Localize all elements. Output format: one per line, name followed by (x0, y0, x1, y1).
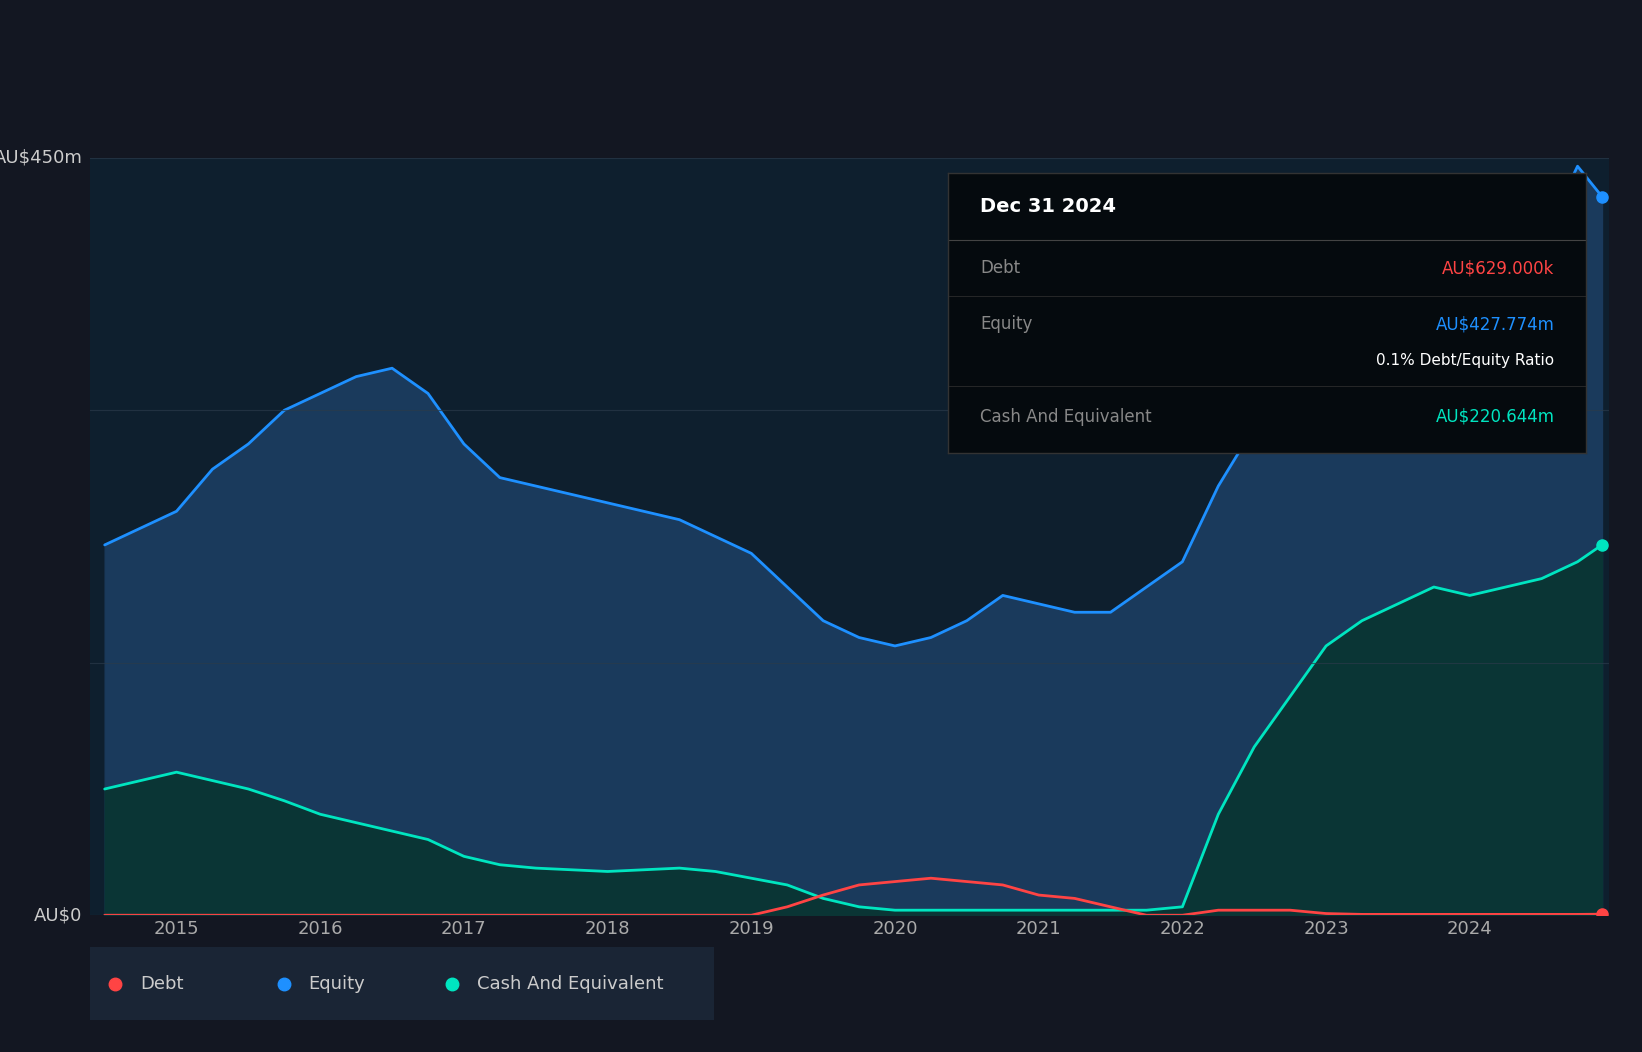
Text: 0.1% Debt/Equity Ratio: 0.1% Debt/Equity Ratio (1376, 353, 1555, 368)
Text: AU$220.644m: AU$220.644m (1435, 408, 1555, 426)
Text: Equity: Equity (980, 316, 1033, 333)
Text: AU$427.774m: AU$427.774m (1435, 316, 1555, 333)
Text: AU$450m: AU$450m (0, 148, 82, 167)
Text: Cash And Equivalent: Cash And Equivalent (980, 408, 1153, 426)
Text: AU$629.000k: AU$629.000k (1442, 259, 1555, 278)
Text: AU$0: AU$0 (34, 906, 82, 925)
Text: Debt: Debt (140, 974, 184, 993)
Text: Debt: Debt (980, 259, 1020, 278)
Text: Cash And Equivalent: Cash And Equivalent (478, 974, 663, 993)
Text: Equity: Equity (309, 974, 366, 993)
Text: Dec 31 2024: Dec 31 2024 (980, 197, 1117, 216)
